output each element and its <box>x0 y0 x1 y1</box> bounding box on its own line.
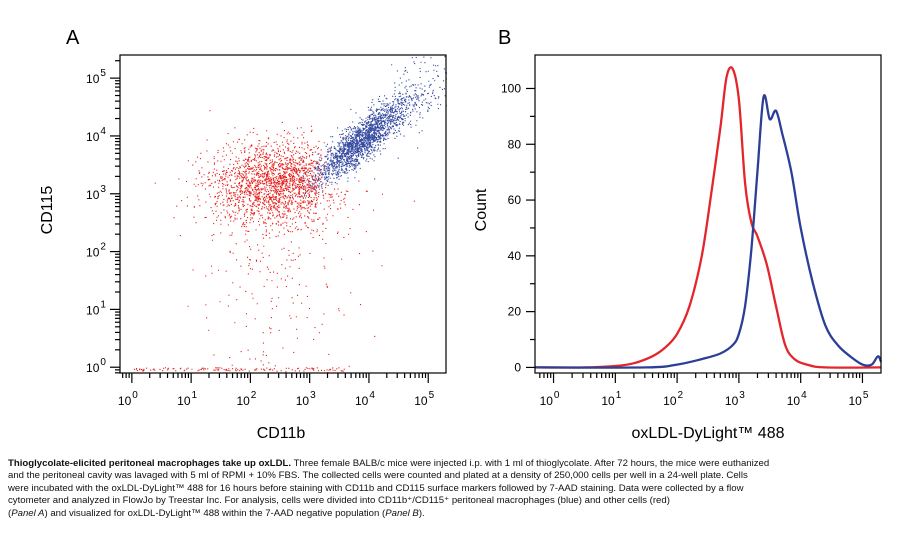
figure: A CD115 CD11b 100 101 102 103 104 105 1001011… <box>39 27 883 442</box>
y-tick-label: 100 <box>501 81 521 95</box>
panel-b-ylabel: Count <box>473 188 490 231</box>
y-tick-label: 101 <box>86 299 106 317</box>
y-tick-label: 100 <box>86 357 106 375</box>
y-tick-label: 105 <box>86 68 106 86</box>
histogram-lines <box>534 66 883 369</box>
panel-b-histogram: B Count oxLDL-DyLight™ 488 100 101 102 103 1… <box>473 27 883 442</box>
panel-a-label: A <box>66 27 80 49</box>
x-tick-label: 103 <box>725 390 745 408</box>
panel-a-scatter: A CD115 CD11b 100 101 102 103 104 105 1001011… <box>39 27 448 442</box>
y-tick-label: 40 <box>508 249 522 263</box>
panel-b-x-axis: 100 101 102 103 104 105 <box>539 373 869 408</box>
x-tick-label: 103 <box>296 390 316 408</box>
x-tick-label: 104 <box>787 390 807 408</box>
caption-line-2: and the peritoneal cavity was lavaged wi… <box>8 470 748 482</box>
panel-a-ylabel: CD115 <box>39 186 56 235</box>
panel-a-y-axis: 100 101 102 103 104 105 <box>86 60 120 375</box>
y-tick-label: 0 <box>514 360 521 374</box>
x-tick-label: 102 <box>236 390 256 408</box>
panel-b-label: B <box>498 27 511 49</box>
y-tick-label: 20 <box>508 305 522 319</box>
caption-panel-b: Panel B <box>385 507 419 519</box>
caption-line-5-mid: ) and visualized for oxLDL-DyLight™ 488 … <box>44 507 386 519</box>
scatter-series-blue-macrophages <box>288 56 448 199</box>
histogram-line-blue-macrophages <box>534 93 883 369</box>
panel-a-xlabel: CD11b <box>257 425 306 442</box>
y-tick-label: 80 <box>508 137 522 151</box>
x-tick-label: 100 <box>540 390 560 408</box>
x-tick-label: 105 <box>849 390 869 408</box>
caption-line-3: were incubated with the oxLDL-DyLight™ 4… <box>8 482 744 494</box>
panel-b-y-axis: 0 20 40 60 80 100 <box>501 81 535 374</box>
x-tick-label: 101 <box>601 390 621 408</box>
figure-caption: Thioglycolate-elicited peritoneal macrop… <box>8 458 906 520</box>
y-tick-label: 60 <box>508 193 522 207</box>
x-tick-label: 101 <box>177 390 197 408</box>
caption-line-1: Three female BALB/c mice were injected i… <box>291 458 770 469</box>
panel-b-xlabel: oxLDL-DyLight™ 488 <box>632 425 785 442</box>
x-tick-label: 105 <box>414 390 434 408</box>
y-tick-label: 103 <box>86 184 106 202</box>
x-tick-label: 100 <box>118 390 138 408</box>
panel-b-plot-frame <box>534 54 882 374</box>
caption-line-5-open: ( <box>8 507 12 519</box>
caption-title: Thioglycolate-elicited peritoneal macrop… <box>8 458 292 469</box>
scatter-points <box>133 56 448 374</box>
x-tick-label: 102 <box>663 390 683 408</box>
x-tick-label: 104 <box>355 390 375 408</box>
histogram-line-red-cells <box>534 66 882 369</box>
caption-panel-a: Panel A <box>11 507 45 519</box>
caption-line-4: cytometer and analyzed in FlowJo by Tree… <box>8 495 670 507</box>
panel-a-plot-frame <box>119 54 447 374</box>
y-tick-label: 102 <box>86 242 106 260</box>
caption-line-5-end: ). <box>418 507 425 519</box>
panel-a-x-axis: 100 101 102 103 104 105 <box>118 373 435 408</box>
y-tick-label: 104 <box>86 126 106 144</box>
scatter-series-red-cells <box>133 110 415 374</box>
